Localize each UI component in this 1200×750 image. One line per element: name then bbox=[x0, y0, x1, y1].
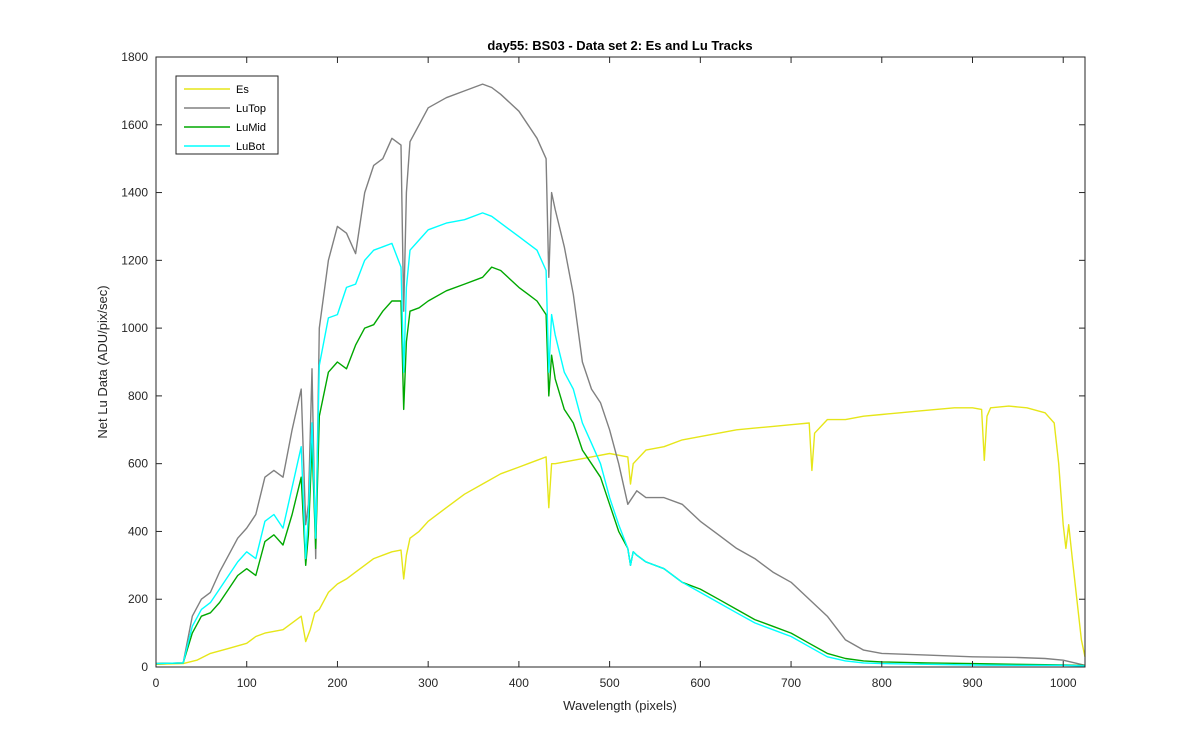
x-tick-label: 200 bbox=[327, 676, 347, 690]
chart-title: day55: BS03 - Data set 2: Es and Lu Trac… bbox=[487, 38, 752, 53]
legend-label-lubot: LuBot bbox=[236, 141, 265, 153]
axis-ticks: 0 100 200 300 400 500 600 700 800 900 1000 0 200 400 6… bbox=[121, 50, 1085, 690]
legend-label-es: Es bbox=[236, 84, 249, 96]
x-tick-label: 500 bbox=[600, 676, 620, 690]
y-tick-label: 1000 bbox=[121, 321, 148, 335]
legend: Es LuTop LuMid LuBot bbox=[175, 75, 279, 155]
y-tick-label: 1200 bbox=[121, 253, 148, 267]
x-tick-label: 100 bbox=[237, 676, 257, 690]
x-tick-label: 1000 bbox=[1050, 676, 1077, 690]
y-tick-label: 600 bbox=[128, 457, 148, 471]
y-tick-label: 200 bbox=[128, 592, 148, 606]
y-tick-label: 400 bbox=[128, 524, 148, 538]
y-axis-label: Net Lu Data (ADU/pix/sec) bbox=[95, 285, 110, 438]
y-tick-label: 800 bbox=[128, 389, 148, 403]
x-tick-label: 600 bbox=[690, 676, 710, 690]
y-tick-label: 1600 bbox=[121, 118, 148, 132]
x-tick-label: 400 bbox=[509, 676, 529, 690]
x-tick-label: 300 bbox=[418, 676, 438, 690]
y-tick-label: 1800 bbox=[121, 50, 148, 64]
plot-area-frame bbox=[155, 56, 1086, 668]
x-tick-label: 0 bbox=[153, 676, 160, 690]
x-axis-label: Wavelength (pixels) bbox=[563, 698, 677, 713]
legend-label-lumid: LuMid bbox=[236, 122, 266, 134]
legend-label-lutop: LuTop bbox=[236, 103, 266, 115]
series-line-lubot bbox=[155, 212, 1086, 667]
y-tick-label: 1400 bbox=[121, 186, 148, 200]
series-line-lumid bbox=[155, 266, 1086, 667]
plot-lines bbox=[155, 83, 1086, 667]
series-line-es bbox=[155, 405, 1086, 665]
y-tick-label: 0 bbox=[141, 660, 148, 674]
series-line-lutop bbox=[155, 83, 1086, 666]
x-tick-label: 700 bbox=[781, 676, 801, 690]
x-tick-label: 900 bbox=[962, 676, 982, 690]
x-tick-label: 800 bbox=[872, 676, 892, 690]
